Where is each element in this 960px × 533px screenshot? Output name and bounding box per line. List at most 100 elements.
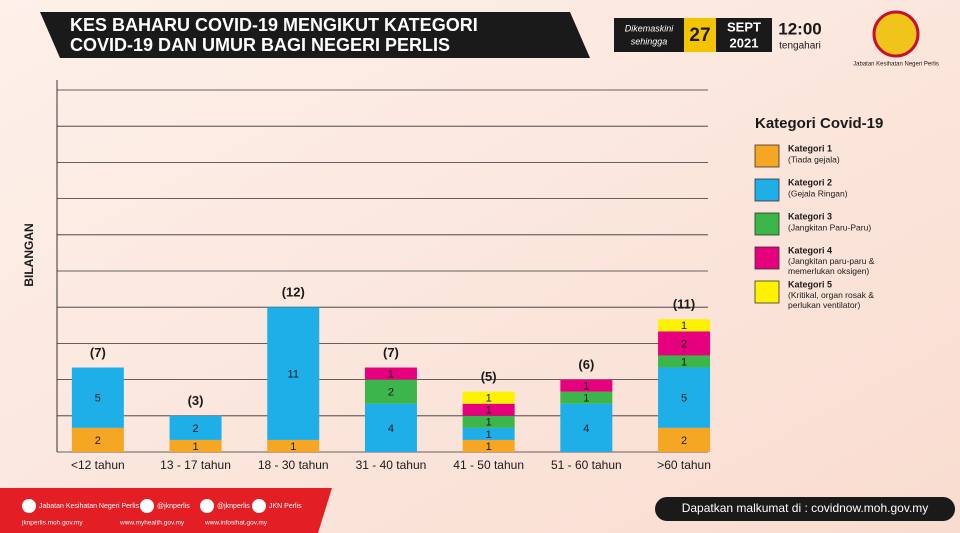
bar-segment: [71, 367, 124, 428]
total-label: (12): [282, 285, 305, 300]
legend-swatch: [754, 246, 780, 270]
bar-segment: [71, 427, 124, 452]
segment-label: 2: [192, 423, 198, 435]
total-label: (11): [673, 297, 695, 312]
footer-link: jknperlis.moh.gov.my: [21, 520, 83, 527]
total-label: (7): [90, 345, 106, 360]
bar-segment: [169, 439, 222, 452]
bar-segment: [658, 319, 711, 332]
agency-logo: [872, 10, 920, 58]
legend-swatch: [754, 178, 780, 202]
bar-segment: [462, 439, 515, 452]
legend-description: (Gejala Ringan): [788, 188, 848, 198]
day-box: [684, 18, 716, 52]
bar-segment: [560, 379, 613, 392]
x-tick-label: 41 - 50 tahun: [453, 458, 524, 472]
bar-segment: [364, 403, 417, 452]
segment-label: 1: [681, 356, 687, 368]
x-tick-label: 51 - 60 tahun: [551, 458, 622, 472]
legend-description: (Kritikal, organ rosak & perlukan ventila…: [788, 290, 874, 310]
legend-name: Kategori 1: [788, 143, 832, 153]
legend-name: Kategori 2: [788, 177, 832, 187]
agency: Jabatan Kesihatan Negeri Perlis: [853, 62, 939, 68]
legend-swatch: [754, 144, 780, 168]
bar-segment: [560, 391, 613, 404]
bar-segment: [462, 403, 515, 416]
legend-description: (Jangkitan Paru-Paru): [788, 222, 871, 232]
title-line: KES BAHARU COVID-19 MENGIKUT KATEGORI: [70, 15, 478, 35]
bar-segment: [462, 415, 515, 428]
time-note: tengahari: [779, 41, 821, 52]
segment-label: 4: [388, 423, 394, 435]
bar-segment: [267, 439, 320, 452]
time: 12:00: [778, 19, 821, 38]
title-banner: [40, 12, 590, 58]
bar-segment: [658, 331, 711, 356]
social-icon: [140, 499, 154, 513]
bar-segment: [169, 415, 222, 440]
legend-description: (Tiada gejala): [788, 154, 840, 164]
updated-box: [614, 18, 684, 52]
bar-segment: [364, 379, 417, 404]
y-axis-label: BILANGAN: [22, 223, 36, 286]
bar-segment: [560, 403, 613, 452]
day: 27: [689, 25, 710, 46]
month: SEPT: [727, 19, 761, 34]
updated-text: sehingga: [631, 36, 668, 46]
social-handle: @jknperlis: [157, 503, 190, 510]
social-handle: JKN Perlis: [269, 503, 302, 510]
legend-name: Kategori 5: [788, 279, 832, 289]
segment-label: 1: [486, 417, 492, 429]
legend-name: Kategori 4: [788, 245, 832, 255]
segment-label: 1: [486, 405, 492, 417]
updated-text: Dikemaskini: [625, 23, 675, 33]
segment-label: 5: [681, 393, 687, 405]
segment-label: 1: [583, 393, 589, 405]
social-handle: @jknperlis: [217, 503, 250, 510]
segment-label: 2: [95, 435, 101, 447]
social-icon: [22, 499, 36, 513]
bar-segment: [462, 391, 515, 404]
segment-label: 2: [681, 338, 687, 350]
source: Dapatkan malkumat di : covidnow.moh.gov.…: [682, 501, 929, 515]
bar-segment: [267, 307, 320, 440]
segment-label: 1: [486, 441, 492, 453]
x-tick-label: >60 tahun: [657, 458, 711, 472]
footer-link: www.myhealth.gov.my: [119, 520, 185, 527]
footer-banner: [0, 488, 332, 533]
bar-segment: [658, 427, 711, 452]
year: 2021: [730, 35, 759, 50]
segment-label: 1: [583, 381, 589, 393]
segment-label: 1: [388, 368, 394, 380]
segment-label: 5: [95, 393, 101, 405]
total-label: (5): [481, 369, 497, 384]
segment-label: 4: [583, 423, 589, 435]
segment-label: 11: [288, 368, 299, 380]
segment-label: 1: [192, 441, 198, 453]
segment-label: 1: [290, 441, 296, 453]
legend-swatch: [754, 280, 780, 304]
title-line: COVID-19 DAN UMUR BAGI NEGERI PERLIS: [70, 35, 450, 55]
bar-segment: [462, 427, 515, 440]
segment-label: 1: [486, 429, 492, 441]
bar-segment: [658, 367, 711, 428]
segment-label: 2: [681, 435, 687, 447]
x-tick-label: <12 tahun: [71, 458, 125, 472]
legend-name: Kategori 3: [788, 211, 832, 221]
social-icon: [252, 499, 266, 513]
total-label: (7): [383, 345, 399, 360]
total-label: (3): [188, 393, 204, 408]
social-handle: Jabatan Kesihatan Negeri Perlis: [39, 503, 140, 510]
legend-title: Kategori Covid-19: [755, 115, 883, 132]
month-box: [716, 18, 772, 52]
bar-segment: [364, 367, 417, 380]
segment-label: 1: [486, 393, 492, 405]
total-label: (6): [578, 357, 594, 372]
legend-swatch: [754, 212, 780, 236]
x-tick-label: 13 - 17 tahun: [160, 458, 231, 472]
segment-label: 2: [388, 387, 394, 399]
social-icon: [200, 499, 214, 513]
source-pill: [655, 497, 955, 521]
segment-label: 1: [681, 320, 687, 332]
